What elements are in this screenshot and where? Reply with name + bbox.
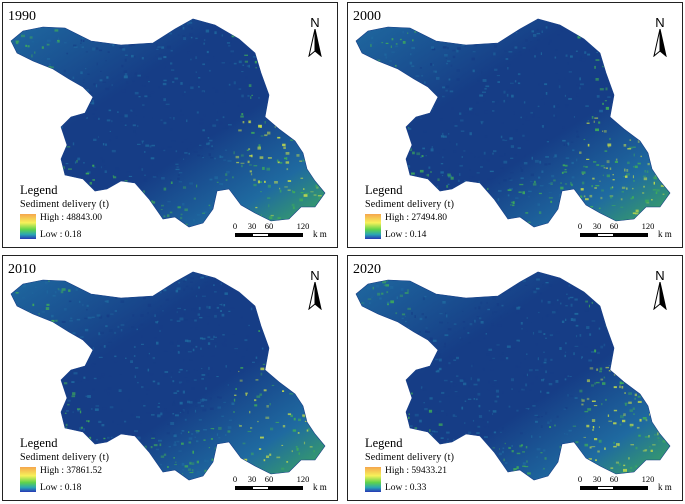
north-label: N [310, 15, 320, 30]
north-arrow-icon [308, 29, 322, 57]
north-label: N [655, 268, 665, 283]
sediment-map [355, 271, 671, 481]
map-panel-2000: 2000 N Legend Sediment delivery (t) High… [347, 2, 683, 248]
scale-tick-label: 60 [609, 221, 619, 231]
north-arrow: N [648, 15, 672, 59]
legend-color-ramp [20, 467, 36, 492]
scale-tick-label: 30 [247, 474, 257, 484]
north-arrow: N [648, 268, 672, 312]
legend-high-value: High : 48843.00 [40, 213, 103, 223]
north-arrow-icon [653, 282, 667, 310]
scale-segment [252, 486, 269, 490]
scale-segment [597, 233, 614, 237]
legend-title: Legend [20, 436, 58, 450]
scale-tick-label: 120 [296, 221, 310, 231]
legend: Legend Sediment delivery (t) High : 4884… [17, 183, 207, 247]
scale-unit: k m [313, 229, 327, 239]
scale-tick-label: 30 [247, 221, 257, 231]
scale-tick-label: 0 [232, 221, 238, 231]
north-arrow: N [303, 15, 327, 59]
scale-unit: k m [658, 482, 672, 492]
north-label: N [655, 15, 665, 30]
scale-tick-label: 30 [592, 474, 602, 484]
legend-low-value: Low : 0.18 [40, 230, 82, 240]
scale-segment [597, 486, 614, 490]
scale-tick-label: 120 [641, 221, 655, 231]
scale-segment [580, 486, 597, 490]
sediment-map [10, 18, 326, 228]
legend-subtitle: Sediment delivery (t) [365, 199, 455, 210]
north-label: N [310, 268, 320, 283]
panel-year: 1990 [8, 9, 36, 24]
scale-segment [235, 486, 252, 490]
legend-low-value: Low : 0.33 [385, 483, 427, 493]
scale-unit: k m [658, 229, 672, 239]
scale-segment [580, 233, 597, 237]
north-arrow-icon [308, 282, 322, 310]
legend-high-value: High : 59433.21 [385, 466, 448, 476]
scale-unit: k m [313, 482, 327, 492]
map-panel-2020: 2020 N Legend Sediment delivery (t) High… [347, 255, 683, 501]
scale-tick-label: 120 [641, 474, 655, 484]
legend-low-value: Low : 0.18 [40, 483, 82, 493]
scale-segment [614, 233, 648, 237]
legend-low-value: Low : 0.14 [385, 230, 427, 240]
legend-subtitle: Sediment delivery (t) [365, 452, 455, 463]
sediment-map [355, 18, 671, 228]
scale-segment [614, 486, 648, 490]
north-arrow-icon [653, 29, 667, 57]
legend: Legend Sediment delivery (t) High : 3786… [17, 436, 207, 500]
region-fill [11, 272, 325, 480]
legend-title: Legend [365, 436, 403, 450]
scale-tick-label: 60 [264, 221, 274, 231]
legend: Legend Sediment delivery (t) High : 2749… [362, 183, 552, 247]
legend-color-ramp [365, 214, 381, 239]
scale-bar: 0 30 60 120 k m [574, 221, 674, 243]
scale-segment [235, 233, 252, 237]
region-fill [11, 19, 325, 227]
panel-year: 2010 [8, 262, 36, 277]
legend: Legend Sediment delivery (t) High : 5943… [362, 436, 552, 500]
scale-segment [252, 233, 269, 237]
sediment-map [10, 271, 326, 481]
legend-subtitle: Sediment delivery (t) [20, 452, 110, 463]
scale-segment [269, 486, 303, 490]
scale-tick-label: 120 [296, 474, 310, 484]
scale-tick-label: 0 [577, 221, 583, 231]
legend-high-value: High : 37861.52 [40, 466, 103, 476]
legend-title: Legend [365, 183, 403, 197]
panel-year: 2020 [353, 262, 381, 277]
scale-tick-label: 60 [609, 474, 619, 484]
legend-subtitle: Sediment delivery (t) [20, 199, 110, 210]
scale-bar: 0 30 60 120 k m [229, 474, 329, 496]
legend-color-ramp [20, 214, 36, 239]
scale-bar: 0 30 60 120 k m [574, 474, 674, 496]
legend-title: Legend [20, 183, 58, 197]
scale-tick-label: 0 [577, 474, 583, 484]
legend-high-value: High : 27494.80 [385, 213, 448, 223]
scale-tick-label: 30 [592, 221, 602, 231]
scale-segment [269, 233, 303, 237]
legend-color-ramp [365, 467, 381, 492]
scale-tick-label: 60 [264, 474, 274, 484]
scale-bar: 0 30 60 120 k m [229, 221, 329, 243]
scale-tick-label: 0 [232, 474, 238, 484]
north-arrow: N [303, 268, 327, 312]
map-panel-1990: 1990 N Legend Sediment delivery (t) High… [2, 2, 338, 248]
panel-year: 2000 [353, 9, 381, 24]
map-panel-2010: 2010 N Legend Sediment delivery (t) High… [2, 255, 338, 501]
